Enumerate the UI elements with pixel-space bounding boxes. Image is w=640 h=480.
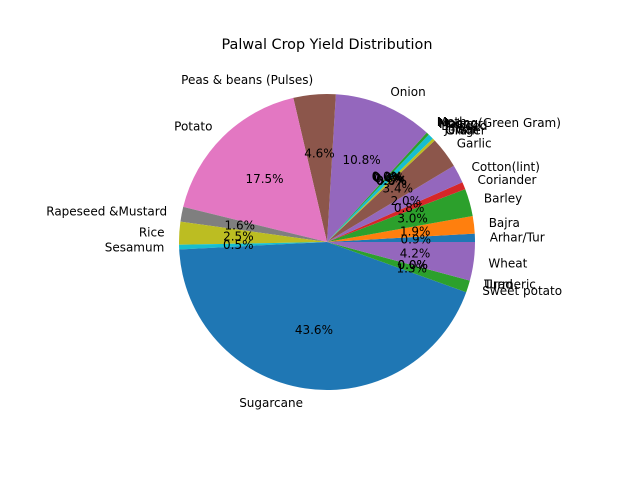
slice-label-maize: Maize [439, 117, 474, 131]
slice-label-masoor: Masoor [439, 117, 483, 131]
slice-label-onion: Onion [390, 85, 425, 99]
slice-label-sesamum: Sesamum [105, 241, 165, 255]
slice-percent-masoor: 0.0% [373, 171, 404, 185]
slice-percent-linseed: 0.6% [374, 172, 405, 186]
slice-percent-rapeseed-mustard: 1.6% [225, 218, 256, 232]
slice-barley [327, 189, 473, 242]
slice-wheat [327, 242, 475, 281]
slice-sweet-potato [327, 242, 470, 293]
slice-label-barley: Barley [484, 191, 522, 205]
slice-label-jowar: Jowar [443, 122, 477, 136]
slice-label-ginger: Ginger [446, 123, 486, 137]
slice-percent-bajra: 1.9% [400, 225, 431, 239]
slice-label-gram: Gram [446, 123, 479, 137]
slice-bajra [327, 216, 475, 242]
slice-cotton-lint [327, 165, 463, 242]
slice-label-wheat: Wheat [488, 256, 527, 270]
slice-label-garlic: Garlic [457, 137, 492, 151]
slice-percentages: 0.9%1.9%3.0%0.8%2.0%3.4%0.0%0.0%0.3%0.6%… [223, 147, 431, 337]
slice-jowar [327, 138, 435, 242]
slice-garlic [327, 140, 454, 242]
slice-percent-rice: 2.5% [223, 230, 254, 244]
slice-moong-green-gram [327, 132, 429, 242]
slice-label-peas-beans-pulses: Peas & beans (Pulses) [181, 73, 313, 87]
slice-percent-potato: 17.5% [245, 172, 283, 186]
slice-percent-barley: 3.0% [397, 211, 428, 225]
slice-arhar-tur [327, 233, 475, 242]
slice-linseed [327, 134, 433, 242]
slice-percent-cotton-lint: 2.0% [391, 194, 422, 208]
slice-label-sweet-potato: Sweet potato [482, 284, 562, 298]
slice-percent-jowar: 0.3% [376, 174, 407, 188]
slice-percent-moong-green-gram: 0.3% [372, 170, 403, 184]
chart-title: Palwal Crop Yield Distribution [222, 37, 433, 53]
slice-percent-coriander: 0.8% [394, 201, 425, 215]
slice-percent-moth: 0.0% [372, 169, 403, 183]
slice-percent-sweet-potato: 1.3% [396, 262, 427, 276]
slice-percent-sesamum: 0.5% [223, 238, 254, 252]
slice-percent-onion: 10.8% [342, 153, 380, 167]
slice-label-arhar-tur: Arhar/Tur [490, 230, 545, 244]
slice-coriander [327, 182, 466, 242]
slice-label-rice: Rice [139, 225, 165, 239]
slice-label-turmeric: Turmeric [483, 278, 536, 292]
slice-sugarcane [179, 242, 467, 391]
slice-percent-ginger: 0.0% [376, 174, 407, 188]
slice-label-linseed: Linseed [441, 119, 487, 133]
slice-label-potato: Potato [174, 119, 212, 133]
slice-percent-gram: 0.0% [376, 174, 407, 188]
slice-label-bajra: Bajra [489, 216, 520, 230]
slice-percent-peas-beans-pulses: 4.6% [304, 147, 335, 161]
slice-onion [327, 94, 427, 242]
slice-rice [179, 221, 327, 245]
slice-percent-wheat: 4.2% [400, 247, 431, 261]
slice-peas-beans-pulses [293, 93, 336, 242]
slice-label-coriander: Coriander [478, 173, 537, 187]
slice-label-moong-green-gram: Moong(Green Gram) [438, 116, 561, 130]
slice-percent-garlic: 3.4% [383, 181, 414, 195]
slice-percent-urad: 0.0% [397, 258, 428, 272]
slice-percent-maize: 0.0% [373, 171, 404, 185]
slice-label-moth: Moth [437, 115, 467, 129]
slice-label-sugarcane: Sugarcane [239, 396, 303, 410]
slice-sesamum [179, 242, 327, 250]
slice-rapeseed-mustard [180, 206, 327, 242]
slice-label-urad: Urad [484, 278, 513, 292]
slice-percent-turmeric: 0.0% [397, 258, 428, 272]
pie-slices [179, 93, 475, 391]
slice-potato [183, 97, 327, 242]
slice-label-rapeseed-mustard: Rapeseed &Mustard [46, 204, 167, 218]
slice-label-cotton-lint: Cotton(lint) [472, 160, 540, 174]
slice-percent-sugarcane: 43.6% [295, 323, 333, 337]
slice-percent-arhar-tur: 0.9% [401, 232, 432, 246]
